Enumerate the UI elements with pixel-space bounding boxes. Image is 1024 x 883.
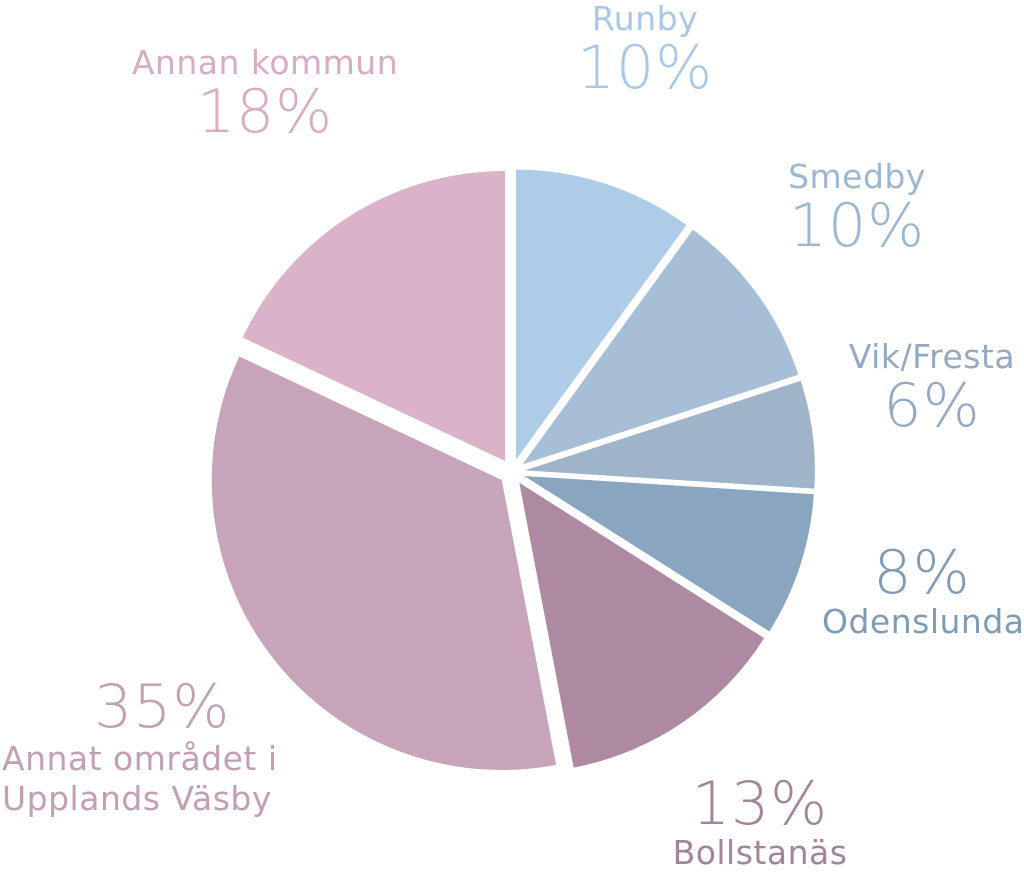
pie-slice-4 (519, 482, 765, 768)
slice-label-annat-omradet: 35% Annat området i Upplands Väsby (2, 676, 302, 818)
slice-label-runby: Runby 10% (560, 0, 730, 103)
slice-name: Odenslunda (822, 602, 1024, 641)
pie-slice-5 (211, 356, 557, 770)
pie-slice-0 (516, 169, 687, 460)
slice-label-vik-fresta: Vik/Fresta 6% (842, 337, 1022, 441)
slice-percent: 35% (94, 672, 231, 742)
slice-percent: 18% (196, 76, 334, 147)
slice-name: Bollstanäs (672, 833, 848, 872)
slice-percent: 10% (576, 32, 714, 103)
slice-percent: 6% (883, 370, 981, 441)
slice-percent: 8% (873, 538, 971, 608)
slice-name: Annan kommun (131, 43, 399, 82)
slice-label-bollstanas: 13% Bollstanäs (655, 773, 865, 871)
slice-label-annan-kommun: Annan kommun 18% (130, 43, 400, 147)
pie-slice-6 (242, 171, 506, 462)
slice-name: Runby (591, 0, 699, 38)
slice-percent: 13% (691, 769, 829, 839)
slice-label-smedby: Smedby 10% (772, 157, 942, 261)
slice-percent: 10% (788, 190, 926, 261)
pie-slice-2 (524, 380, 815, 489)
pie-slice-3 (524, 476, 814, 632)
pie-slice-1 (522, 229, 799, 465)
slice-name: Annat området i Upplands Väsby (2, 739, 278, 818)
slice-name: Vik/Fresta (848, 337, 1016, 376)
slice-name: Smedby (788, 157, 926, 196)
slice-label-odenslunda: 8% Odenslunda (822, 538, 1024, 641)
